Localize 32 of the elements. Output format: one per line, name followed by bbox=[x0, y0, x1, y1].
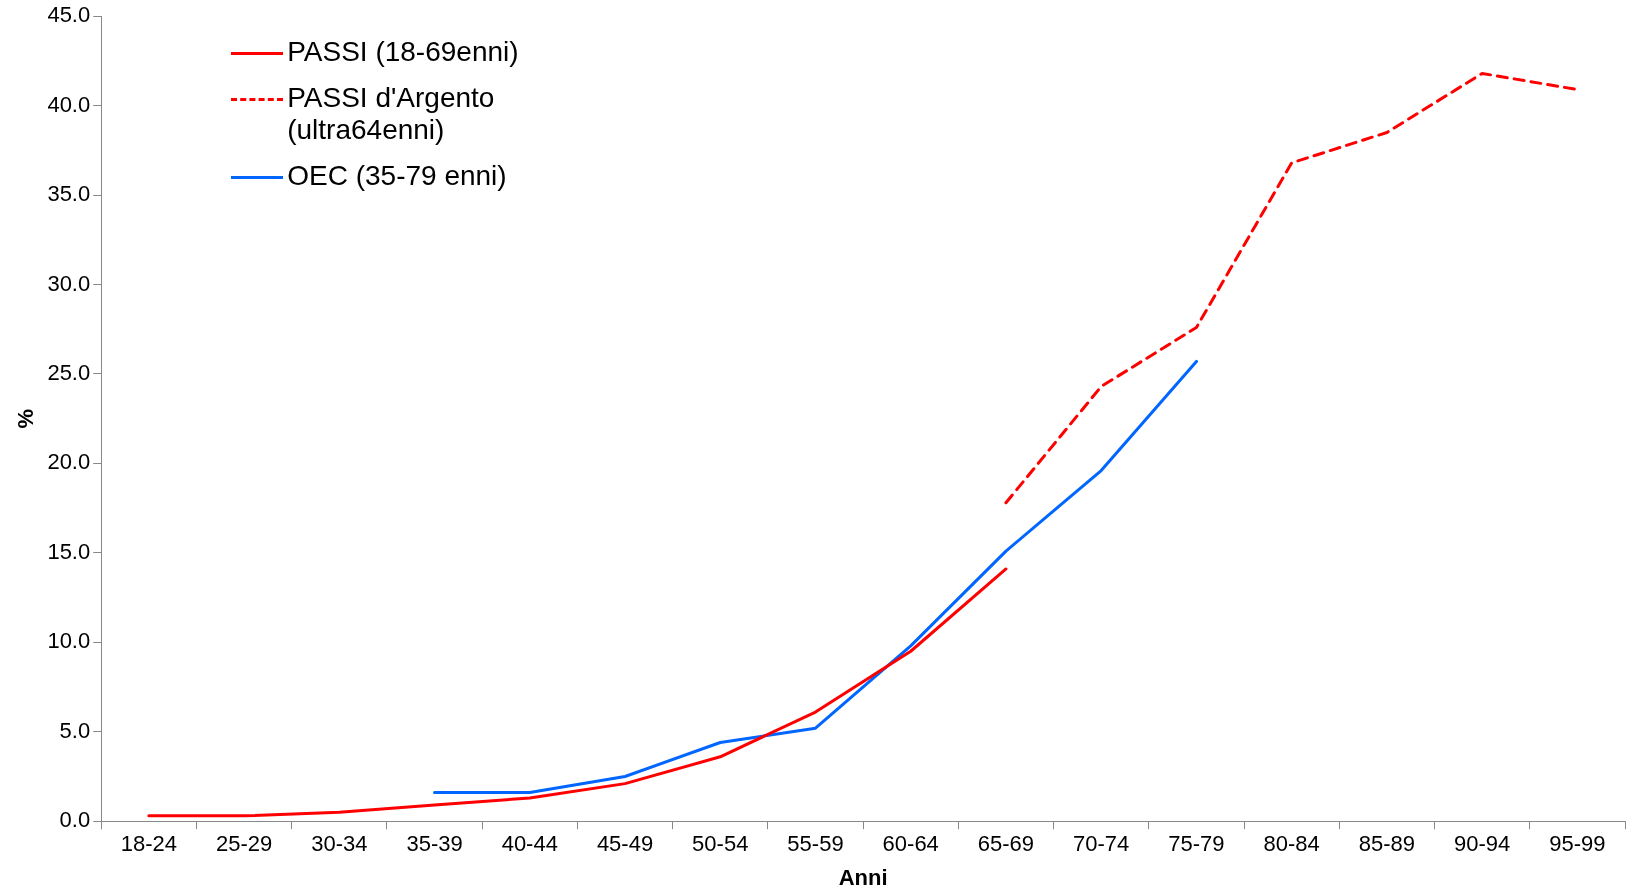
x-tick-label: 80-84 bbox=[1263, 831, 1320, 857]
x-tick-label: 45-49 bbox=[596, 831, 654, 857]
legend-label: PASSI (18-69enni) bbox=[287, 36, 519, 69]
line-series bbox=[1004, 71, 1579, 505]
x-tick-label: 35-39 bbox=[406, 831, 463, 857]
x-tick-label: 30-34 bbox=[311, 831, 368, 857]
x-tick-label: 90-94 bbox=[1454, 831, 1511, 857]
x-tick-label: 40-44 bbox=[501, 831, 558, 857]
y-tick-label: 25.0 bbox=[47, 360, 91, 386]
x-tick-label: 50-54 bbox=[692, 831, 749, 857]
x-axis-title: Anni bbox=[838, 864, 888, 890]
y-tick-label: 30.0 bbox=[47, 270, 91, 296]
x-tick-label: 65-69 bbox=[977, 831, 1035, 857]
y-tick-label: 15.0 bbox=[47, 538, 91, 564]
x-tick-label: 75-79 bbox=[1168, 831, 1225, 857]
x-tick-label: 18-24 bbox=[120, 831, 177, 857]
x-tick-label: 55-59 bbox=[787, 831, 844, 857]
x-tick-label: 85-89 bbox=[1358, 831, 1416, 857]
x-tick-label: 95-99 bbox=[1549, 831, 1606, 857]
legend-label: PASSI d'Argento (ultra64enni) bbox=[287, 82, 496, 147]
x-tick-label: 25-29 bbox=[215, 831, 273, 857]
x-tick-label: 70-74 bbox=[1073, 831, 1130, 857]
y-tick-label: 5.0 bbox=[59, 717, 91, 743]
y-tick-label: 10.0 bbox=[47, 628, 91, 654]
legend-label: OEC (35-79 enni) bbox=[287, 160, 507, 193]
y-tick-label: 0.0 bbox=[59, 807, 91, 833]
y-axis-title: % bbox=[13, 408, 39, 429]
y-tick-label: 20.0 bbox=[47, 449, 91, 475]
y-tick-label: 40.0 bbox=[47, 91, 91, 117]
x-tick-label: 60-64 bbox=[882, 831, 939, 857]
y-tick-label: 35.0 bbox=[47, 181, 91, 207]
y-tick-label: 45.0 bbox=[47, 2, 91, 28]
